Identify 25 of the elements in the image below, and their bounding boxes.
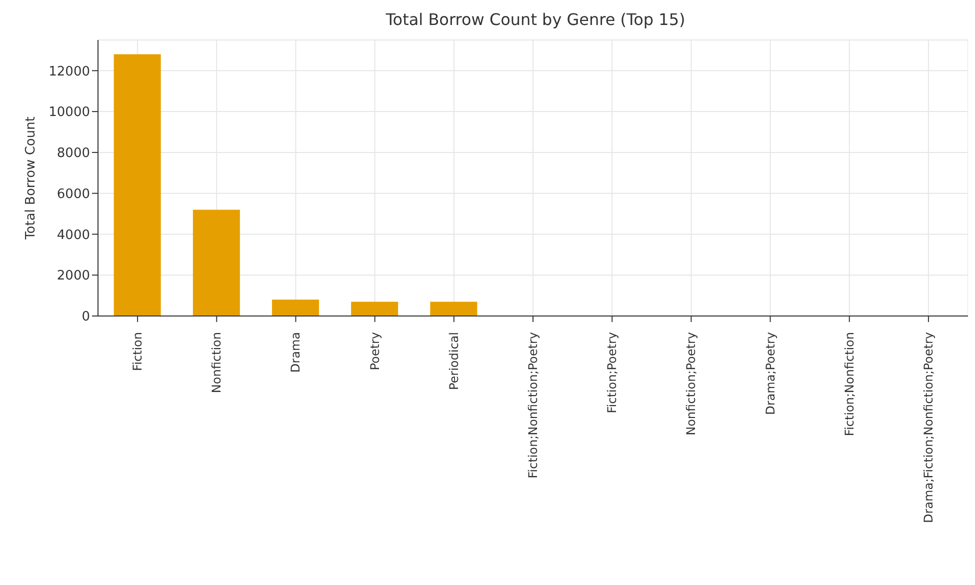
x-tick-label: Drama;Poetry: [763, 332, 778, 415]
y-tick-label: 2000: [56, 268, 90, 284]
x-tick-label: Fiction;Poetry: [605, 332, 620, 414]
x-tick-label: Drama;Fiction;Nonfiction;Poetry: [921, 332, 936, 523]
x-tick-label: Fiction;Nonfiction;Poetry: [526, 332, 540, 478]
y-axis-title: Total Borrow Count: [24, 116, 39, 240]
bar: [272, 300, 319, 316]
y-tick-label: 8000: [56, 146, 90, 162]
x-tick-label: Fiction: [130, 332, 145, 371]
x-tick-label: Periodical: [446, 332, 461, 390]
bar: [114, 54, 161, 316]
y-tick-label: 6000: [56, 186, 90, 202]
y-tick-label: 12000: [48, 64, 90, 80]
x-tick-label: Nonfiction;Poetry: [684, 332, 698, 436]
x-tick-label: Drama: [288, 332, 303, 373]
bar: [430, 302, 478, 316]
chart-title: Total Borrow Count by Genre (Top 15): [384, 10, 686, 29]
x-tick-label: Fiction;Nonfiction: [842, 332, 856, 436]
bar: [192, 210, 240, 316]
bar: [351, 302, 398, 316]
y-tick-label: 10000: [48, 105, 90, 120]
y-tick-label: 0: [82, 310, 90, 325]
x-tick-label: Nonfiction: [210, 332, 224, 394]
y-tick-label: 4000: [56, 228, 90, 243]
x-tick-label: Poetry: [368, 332, 382, 370]
